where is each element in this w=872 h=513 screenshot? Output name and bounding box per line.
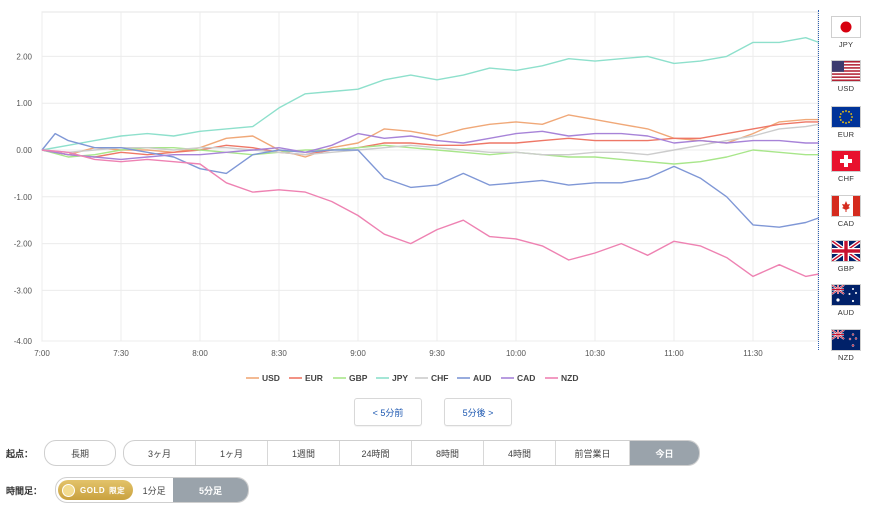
flag-code: EUR xyxy=(837,130,855,139)
x-tick-label: 8:30 xyxy=(271,349,287,358)
flag-item-chf[interactable]: CHF xyxy=(830,150,862,183)
legend-item-jpy[interactable]: JPY xyxy=(376,373,408,383)
gold-limited-badge: GOLD 限定 xyxy=(58,480,134,500)
y-tick-label: 2.00 xyxy=(16,52,32,61)
flag-item-nzd[interactable]: NZD xyxy=(830,329,862,362)
x-tick-label: 11:00 xyxy=(664,349,684,358)
x-tick-label: 7:00 xyxy=(34,349,50,358)
aud-flag-icon xyxy=(831,284,861,306)
chart-grid xyxy=(41,11,819,342)
series-line-chf xyxy=(41,123,819,156)
legend-label: CHF xyxy=(431,373,448,383)
gold-limited-text: 限定 xyxy=(109,485,126,495)
x-tick-label: 10:30 xyxy=(585,349,606,358)
flag-code: CHF xyxy=(837,174,854,183)
legend-item-eur[interactable]: EUR xyxy=(289,373,323,383)
legend-label: NZD xyxy=(561,373,578,383)
cad-flag-icon xyxy=(831,195,861,217)
gold-badge-text: GOLD xyxy=(80,485,106,495)
timeframe-option-5min[interactable]: 5分足 xyxy=(173,478,248,502)
usd-flag-icon xyxy=(831,60,861,82)
flag-code: CAD xyxy=(837,219,855,228)
eur-flag-icon xyxy=(831,106,861,128)
gbp-flag-icon xyxy=(831,240,861,262)
legend-item-gbp[interactable]: GBP xyxy=(333,373,368,383)
legend-item-cad[interactable]: CAD xyxy=(501,373,535,383)
flag-item-aud[interactable]: AUD xyxy=(830,284,862,317)
start-point-pill: 3ヶ月 1ヶ月 1週間 24時間 8時間 4時間 前営業日 今日 xyxy=(123,440,700,466)
x-tick-label: 11:30 xyxy=(743,349,763,358)
flag-code: USD xyxy=(837,84,855,93)
y-tick-label: 0.00 xyxy=(16,146,32,155)
legend-label: CAD xyxy=(517,373,535,383)
series-line-eur xyxy=(41,121,819,158)
y-tick-label: 1.00 xyxy=(16,99,32,108)
x-tick-label: 7:30 xyxy=(113,349,129,358)
currency-strength-chart: 2.00 1.00 0.00 -1.00 -2.00 -3.00 -4.00 7:00 7:3… xyxy=(14,11,820,383)
series-line-cad xyxy=(41,130,819,161)
plot-area xyxy=(41,11,819,342)
long-term-pill: 長期 xyxy=(44,440,116,466)
x-tick-label: 10:00 xyxy=(506,349,527,358)
legend-item-usd[interactable]: USD xyxy=(246,373,280,383)
legend-item-chf[interactable]: CHF xyxy=(415,373,448,383)
start-point-label: 起点： xyxy=(6,449,34,459)
flag-item-jpy[interactable]: JPY xyxy=(830,16,862,49)
start-option-today[interactable]: 今日 xyxy=(630,441,699,465)
start-option-prev-day[interactable]: 前営業日 xyxy=(556,441,630,465)
start-option-1w[interactable]: 1週間 xyxy=(268,441,340,465)
timeframe-label: 時間足： xyxy=(6,486,43,496)
flag-item-usd[interactable]: USD xyxy=(830,60,862,93)
legend-item-aud[interactable]: AUD xyxy=(457,373,491,383)
flag-item-eur[interactable]: EUR xyxy=(830,106,862,139)
legend-label: JPY xyxy=(392,373,408,383)
y-tick-label: -4.00 xyxy=(14,337,33,346)
start-option-4h[interactable]: 4時間 xyxy=(484,441,556,465)
prev-5min-button[interactable]: < 5分前 xyxy=(354,398,422,426)
next-5min-button[interactable]: 5分後 > xyxy=(444,398,512,426)
gold-coin-icon xyxy=(62,483,75,497)
timeframe-option-1min[interactable]: 1分足 xyxy=(142,485,166,496)
start-option-24h[interactable]: 24時間 xyxy=(340,441,412,465)
x-tick-label: 8:00 xyxy=(192,349,208,358)
timeframe-pill: GOLD 限定 1分足 5分足 xyxy=(55,477,249,503)
start-option-3m[interactable]: 3ヶ月 xyxy=(124,441,196,465)
series-line-jpy xyxy=(41,37,820,151)
series-line-nzd xyxy=(41,149,819,278)
flag-code: GBP xyxy=(837,264,855,273)
start-option-8h[interactable]: 8時間 xyxy=(412,441,484,465)
flag-code: AUD xyxy=(837,308,855,317)
start-option-1m[interactable]: 1ヶ月 xyxy=(196,441,268,465)
flag-code: NZD xyxy=(837,353,854,362)
y-tick-label: -1.00 xyxy=(14,193,33,202)
flag-item-gbp[interactable]: GBP xyxy=(830,240,862,273)
flag-item-cad[interactable]: CAD xyxy=(830,195,862,228)
series-line-aud xyxy=(41,132,820,228)
currency-flag-column: JPY USD EUR CHF CAD xyxy=(818,10,872,362)
legend-label: USD xyxy=(262,373,280,383)
legend-label: AUD xyxy=(473,373,491,383)
flag-code: JPY xyxy=(838,40,854,49)
chf-flag-icon xyxy=(831,150,861,172)
jpy-flag-icon xyxy=(831,16,861,38)
legend-label: EUR xyxy=(305,373,323,383)
start-option-long[interactable]: 長期 xyxy=(70,448,89,459)
x-tick-label: 9:30 xyxy=(429,349,445,358)
x-tick-label: 9:00 xyxy=(350,349,366,358)
legend-label: GBP xyxy=(349,373,368,383)
y-tick-label: -3.00 xyxy=(14,286,33,295)
chart-legend: USD EUR GBP JPY CHF AUD CAD NZD xyxy=(246,373,578,383)
legend-item-nzd[interactable]: NZD xyxy=(545,373,578,383)
y-tick-label: -2.00 xyxy=(14,240,33,249)
nzd-flag-icon xyxy=(831,329,861,351)
chart-series xyxy=(41,37,820,278)
y-axis-ticks: 2.00 1.00 0.00 -1.00 -2.00 -3.00 -4.00 xyxy=(14,52,33,346)
series-line-gbp xyxy=(41,144,819,165)
x-axis-ticks: 7:00 7:30 8:00 8:30 9:00 9:30 10:00 10:30 11:00 1… xyxy=(34,349,763,358)
